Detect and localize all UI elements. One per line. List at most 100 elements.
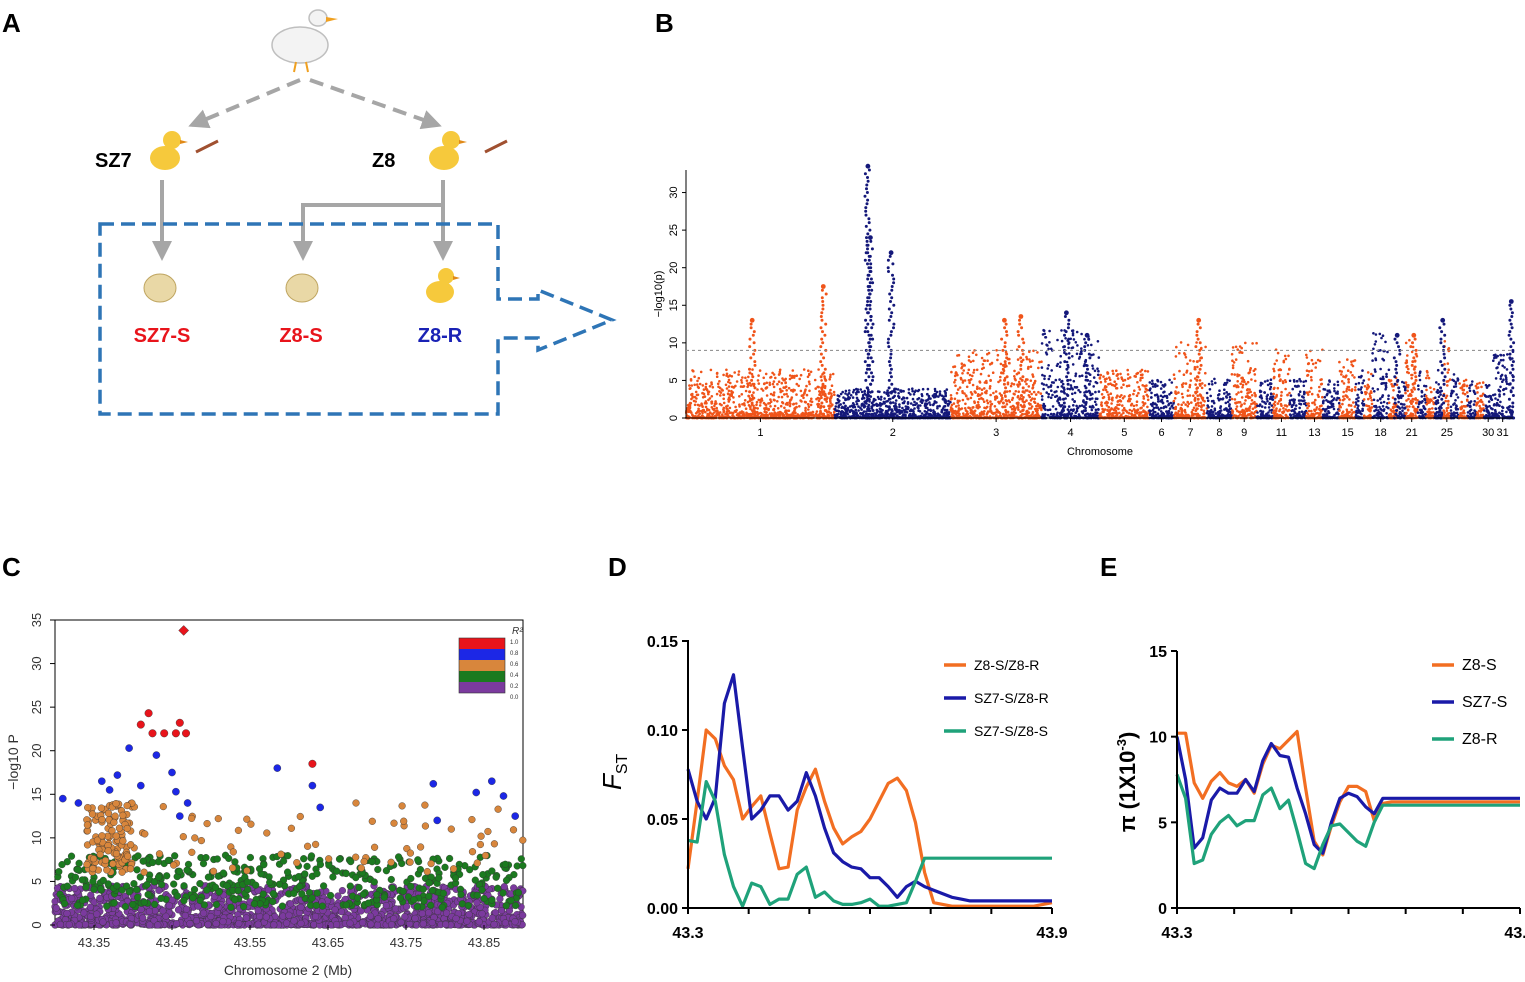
manhattan-point <box>745 379 749 383</box>
manhattan-point <box>760 387 763 391</box>
manhattan-point <box>1273 400 1277 404</box>
manhattan-point <box>842 401 846 405</box>
manhattan-point <box>848 405 852 408</box>
manhattan-point <box>1126 368 1129 372</box>
manhattan-point <box>780 395 784 399</box>
manhattan-point <box>1384 381 1388 385</box>
manhattan-point <box>919 404 922 407</box>
manhattan-point <box>1072 404 1075 407</box>
manhattan-point <box>1236 380 1239 383</box>
manhattan-point <box>881 402 884 406</box>
manhattan-point <box>1340 414 1343 418</box>
manhattan-point <box>852 410 856 414</box>
manhattan-point <box>1105 404 1109 407</box>
manhattan-point <box>985 391 988 395</box>
manhattan-point <box>1431 407 1434 410</box>
manhattan-point <box>1028 360 1032 363</box>
manhattan-point <box>1242 409 1245 413</box>
manhattan-point <box>986 359 989 363</box>
manhattan-point <box>1036 351 1039 354</box>
manhattan-point <box>1260 397 1264 400</box>
manhattan-point <box>1038 360 1041 364</box>
manhattan-point <box>1041 373 1044 377</box>
manhattan-point <box>1166 412 1169 416</box>
manhattan-point <box>687 410 690 414</box>
manhattan-point <box>1244 407 1248 411</box>
manhattan-point <box>1310 378 1313 382</box>
manhattan-point <box>697 407 700 411</box>
manhattan-point <box>1228 395 1232 399</box>
manhattan-point <box>829 405 832 408</box>
manhattan-point <box>798 377 801 381</box>
manhattan-point <box>1100 401 1103 404</box>
manhattan-point <box>1168 378 1171 382</box>
manhattan-point <box>704 382 708 386</box>
manhattan-point <box>978 387 981 390</box>
manhattan-point <box>782 413 786 417</box>
manhattan-point <box>825 411 829 414</box>
manhattan-point <box>1290 404 1294 407</box>
manhattan-point <box>1044 412 1047 416</box>
manhattan-point <box>707 408 711 412</box>
manhattan-point <box>1034 393 1038 396</box>
manhattan-point <box>1405 405 1409 408</box>
manhattan-point <box>808 389 811 393</box>
manhattan-point <box>1333 387 1336 390</box>
manhattan-point <box>1080 332 1083 336</box>
manhattan-point <box>1069 384 1073 387</box>
manhattan-point <box>897 409 900 412</box>
manhattan-point <box>1071 333 1075 337</box>
manhattan-point <box>1379 349 1382 352</box>
manhattan-point <box>980 356 984 360</box>
manhattan-point <box>1106 409 1109 412</box>
manhattan-point <box>1278 399 1281 403</box>
manhattan-point <box>1113 384 1117 388</box>
manhattan-point <box>688 384 691 387</box>
manhattan-point <box>1193 396 1197 400</box>
manhattan-point <box>1263 391 1266 394</box>
manhattan-point <box>1097 408 1100 411</box>
manhattan-point <box>727 375 730 378</box>
manhattan-point <box>1285 405 1289 408</box>
manhattan-point <box>1073 385 1077 389</box>
manhattan-point <box>1059 405 1063 408</box>
manhattan-point <box>1204 345 1207 349</box>
manhattan-point <box>744 376 747 380</box>
manhattan-point <box>1144 369 1147 373</box>
manhattan-point <box>1374 358 1378 362</box>
manhattan-point <box>1045 343 1048 347</box>
manhattan-point <box>835 401 838 405</box>
manhattan-point <box>1276 351 1280 355</box>
manhattan-point <box>878 402 882 405</box>
manhattan-point <box>990 402 994 406</box>
manhattan-point <box>1061 382 1065 386</box>
manhattan-point <box>954 412 958 416</box>
manhattan-point <box>1018 398 1021 401</box>
manhattan-point <box>738 405 741 408</box>
manhattan-point <box>1092 406 1095 409</box>
manhattan-point <box>740 378 743 382</box>
manhattan-point <box>748 399 752 403</box>
manhattan-point <box>772 385 776 389</box>
manhattan-point <box>1058 378 1061 381</box>
manhattan-point <box>1102 375 1105 378</box>
manhattan-point <box>1001 405 1004 409</box>
manhattan-point <box>996 353 1000 357</box>
manhattan-point <box>1372 347 1375 351</box>
manhattan-point <box>1009 405 1012 409</box>
manhattan-point <box>1075 385 1079 389</box>
manhattan-point <box>1123 378 1127 382</box>
manhattan-point <box>1213 377 1216 381</box>
manhattan-point <box>839 392 843 396</box>
manhattan-point <box>962 369 965 372</box>
manhattan-point <box>718 414 721 418</box>
manhattan-point <box>1031 387 1034 390</box>
manhattan-point <box>1219 405 1223 408</box>
manhattan-point <box>1424 394 1428 398</box>
manhattan-point <box>776 407 780 410</box>
manhattan-point <box>1417 388 1420 391</box>
manhattan-point <box>1286 393 1289 397</box>
manhattan-point <box>926 393 929 396</box>
manhattan-point <box>1237 391 1240 394</box>
manhattan-point <box>1273 362 1277 366</box>
